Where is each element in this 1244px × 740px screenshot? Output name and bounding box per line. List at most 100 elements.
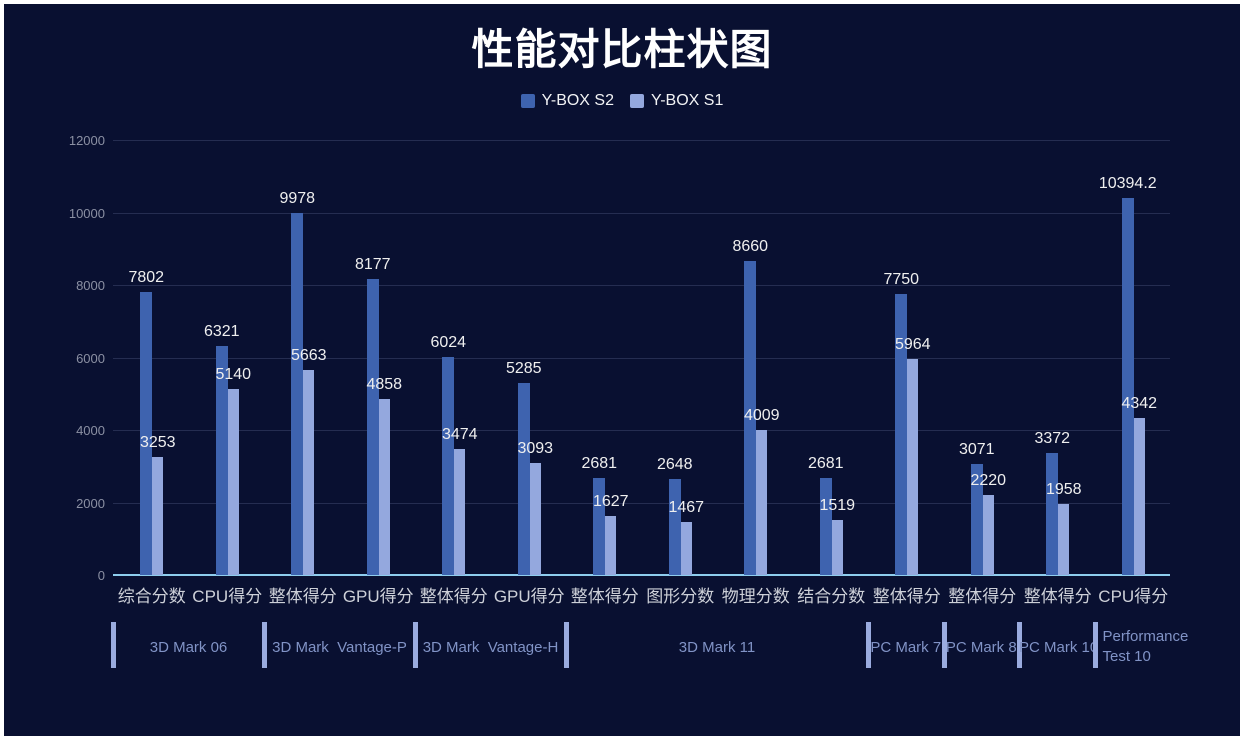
bar-ybox-s2[interactable]: [593, 477, 606, 575]
group-label: 3D Mark Vantage-P: [272, 639, 407, 656]
gridline: [113, 285, 1170, 286]
group-label: Performance Test 10: [1102, 628, 1189, 665]
gridline: [113, 140, 1170, 141]
bar-ybox-s2[interactable]: [1046, 452, 1059, 575]
bar-ybox-s2[interactable]: [140, 292, 153, 575]
x-tick-label: 整体得分: [1023, 587, 1092, 606]
gridline: [113, 212, 1170, 214]
bar-value-label: 5663: [290, 346, 327, 364]
group-label: PC Mark 10: [1019, 639, 1099, 656]
group-separator: [111, 622, 116, 668]
bar-value-label: 4009: [743, 406, 780, 424]
y-tick-label: 10000: [68, 205, 105, 221]
bar-value-label: 4858: [366, 375, 403, 393]
x-tick-label: CPU得分: [192, 587, 263, 606]
y-tick-label: 2000: [76, 495, 105, 511]
bar-value-label: 1519: [819, 496, 856, 514]
bar-value-label: 3253: [139, 434, 176, 452]
gridline: [113, 502, 1170, 504]
bar-ybox-s1[interactable]: [303, 369, 315, 575]
x-tick-label: 整体得分: [948, 587, 1017, 606]
bar-value-label: 1958: [1045, 481, 1082, 499]
group-label: 3D Mark 11: [678, 639, 756, 656]
bar-value-label: 3093: [517, 439, 554, 457]
bar-ybox-s1[interactable]: [605, 516, 617, 575]
bar-value-label: 3372: [1034, 429, 1071, 447]
bar-ybox-s1[interactable]: [152, 457, 164, 575]
legend-swatch-ybox-s2: [520, 94, 535, 108]
y-tick-label: 0: [97, 568, 105, 583]
y-tick-label: 12000: [68, 133, 105, 148]
x-axis-line: [113, 574, 1170, 576]
chart-title: 性能对比柱状图: [471, 26, 773, 73]
bar-ybox-s2[interactable]: [517, 383, 530, 575]
bar-ybox-s1[interactable]: [831, 519, 843, 575]
bar-ybox-s2[interactable]: [970, 463, 983, 575]
bar-value-label: 2681: [807, 454, 844, 472]
bar-ybox-s2[interactable]: [291, 213, 304, 575]
bar-ybox-s2[interactable]: [819, 477, 832, 575]
bar-value-label: 9978: [279, 190, 316, 208]
bar-ybox-s1[interactable]: [680, 521, 692, 575]
bar-ybox-s2[interactable]: [1121, 198, 1134, 575]
x-tick-label: 图形分数: [646, 587, 715, 606]
bar-value-label: 2681: [581, 454, 618, 472]
bar-ybox-s1[interactable]: [1058, 504, 1070, 575]
group-label: 3D Mark Vantage-H: [422, 639, 559, 656]
group-separator: [1092, 622, 1098, 668]
x-tick-label: 整体得分: [419, 587, 488, 606]
bar-value-label: 4342: [1121, 394, 1158, 412]
group-separator: [866, 622, 871, 668]
bar-value-label: 2220: [970, 471, 1007, 489]
bar-value-label: 3474: [441, 426, 478, 444]
bar-ybox-s2[interactable]: [215, 345, 228, 575]
x-tick-label: 整体得分: [570, 587, 639, 606]
bar-value-label: 3071: [958, 440, 995, 458]
bar-value-label: 1627: [592, 493, 629, 511]
bar-ybox-s1[interactable]: [907, 358, 919, 575]
bar-ybox-s1[interactable]: [378, 398, 390, 575]
bar-value-label: 10394.2: [1098, 175, 1157, 193]
x-tick-label: GPU得分: [342, 587, 414, 606]
y-tick-label: 4000: [76, 423, 105, 438]
x-tick-label: 结合分数: [797, 587, 866, 606]
bar-ybox-s1[interactable]: [454, 449, 466, 575]
legend-item-ybox-s2[interactable]: Y-BOX S2: [520, 92, 614, 110]
chart-panel: 性能对比柱状图 Y-BOX S2 Y-BOX S1 0 2000 4000 6000 8…: [4, 4, 1240, 736]
x-tick-label: CPU得分: [1098, 587, 1169, 606]
group-label: PC Mark 7: [870, 639, 942, 656]
y-tick-label: 8000: [76, 278, 105, 293]
bar-ybox-s2[interactable]: [668, 479, 681, 575]
bar-value-label: 6024: [430, 333, 467, 351]
bar-value-label: 7802: [128, 269, 165, 287]
legend-label-ybox-s1: Y-BOX S1: [651, 92, 724, 109]
x-tick-label: 综合分数: [117, 587, 186, 606]
bar-ybox-s2[interactable]: [895, 294, 908, 575]
bar-ybox-s1[interactable]: [756, 429, 768, 575]
bar-ybox-s2[interactable]: [744, 261, 757, 575]
legend: Y-BOX S2 Y-BOX S1: [4, 92, 1240, 110]
plot-area: 0 2000 4000 6000 8000 10000 12000 7802 3253 综合分数 6…: [4, 4, 1240, 736]
gridline: [113, 357, 1170, 359]
group-separator: [262, 622, 267, 668]
bar-ybox-s1[interactable]: [227, 388, 239, 575]
bar-ybox-s1[interactable]: [529, 462, 541, 575]
bar-value-label: 8177: [354, 255, 391, 273]
x-tick-label: GPU得分: [493, 587, 565, 606]
bar-value-label: 5964: [894, 335, 931, 353]
legend-swatch-ybox-s1: [630, 94, 644, 108]
bar-ybox-s1[interactable]: [1133, 417, 1145, 575]
bar-value-label: 1467: [668, 498, 705, 516]
x-tick-label: 整体得分: [268, 587, 337, 606]
legend-item-ybox-s1[interactable]: Y-BOX S1: [630, 92, 723, 110]
bar-ybox-s2[interactable]: [366, 278, 379, 575]
bar-value-label: 2648: [656, 456, 693, 473]
group-label: 3D Mark 06: [149, 639, 228, 656]
bar-ybox-s2[interactable]: [442, 356, 455, 575]
bar-value-label: 5285: [505, 360, 542, 378]
bar-value-label: 5140: [215, 365, 252, 383]
bar-ybox-s1[interactable]: [982, 494, 994, 575]
group-separator: [413, 622, 418, 668]
bar-value-label: 7750: [883, 271, 920, 289]
legend-label-ybox-s2: Y-BOX S2: [541, 92, 614, 109]
